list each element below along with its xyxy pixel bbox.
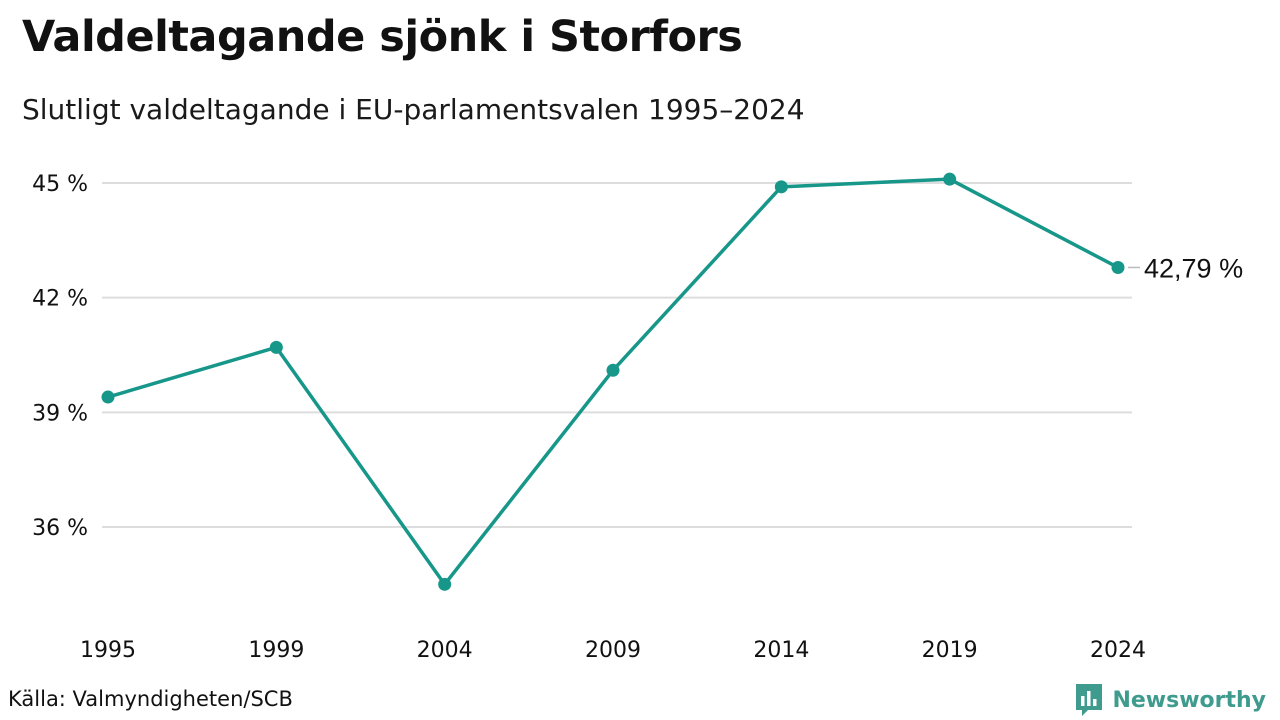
y-axis-ticks: 36 % 39 % 42 % 45 % <box>32 172 88 541</box>
data-point-2009 <box>606 363 620 377</box>
x-tick-label: 1999 <box>248 638 304 663</box>
y-tick-label: 39 % <box>32 401 88 426</box>
x-axis-ticks: 1995 1999 2004 2009 2014 2019 2024 <box>80 638 1146 663</box>
data-point-2019 <box>943 172 957 186</box>
bar-chart-speech-bubble-icon <box>1076 684 1103 716</box>
x-tick-label: 1995 <box>80 638 136 663</box>
x-tick-label: 2009 <box>585 638 641 663</box>
y-tick-label: 42 % <box>32 287 88 312</box>
series-line <box>106 177 1120 587</box>
x-tick-label: 2014 <box>753 638 809 663</box>
data-point-1999 <box>269 340 283 354</box>
chart-title: Valdeltagande sjönk i Storfors <box>22 12 743 62</box>
end-label-layer: 42,79 % <box>1128 253 1243 283</box>
x-tick-label: 2024 <box>1090 638 1146 663</box>
brand-name: Newsworthy <box>1112 687 1266 713</box>
chart-subtitle: Slutligt valdeltagande i EU-parlamentsva… <box>22 93 805 126</box>
series-line-layer <box>106 177 1120 587</box>
x-tick-label: 2019 <box>922 638 978 663</box>
data-point-2024 <box>1111 260 1125 274</box>
brand: Newsworthy <box>1074 682 1266 718</box>
source-note: Källa: Valmyndigheten/SCB <box>8 687 293 711</box>
x-tick-label: 2004 <box>417 638 473 663</box>
data-point-2004 <box>438 577 452 591</box>
y-tick-label: 45 % <box>32 172 88 197</box>
data-point-1995 <box>101 390 115 404</box>
y-tick-label: 36 % <box>32 516 88 541</box>
line-chart: 36 % 39 % 42 % 45 % 1995 1999 2004 2009 2014 201… <box>32 172 1243 663</box>
data-point-2014 <box>774 180 788 194</box>
series-points <box>101 172 1125 591</box>
end-value-label: 42,79 % <box>1144 253 1243 283</box>
